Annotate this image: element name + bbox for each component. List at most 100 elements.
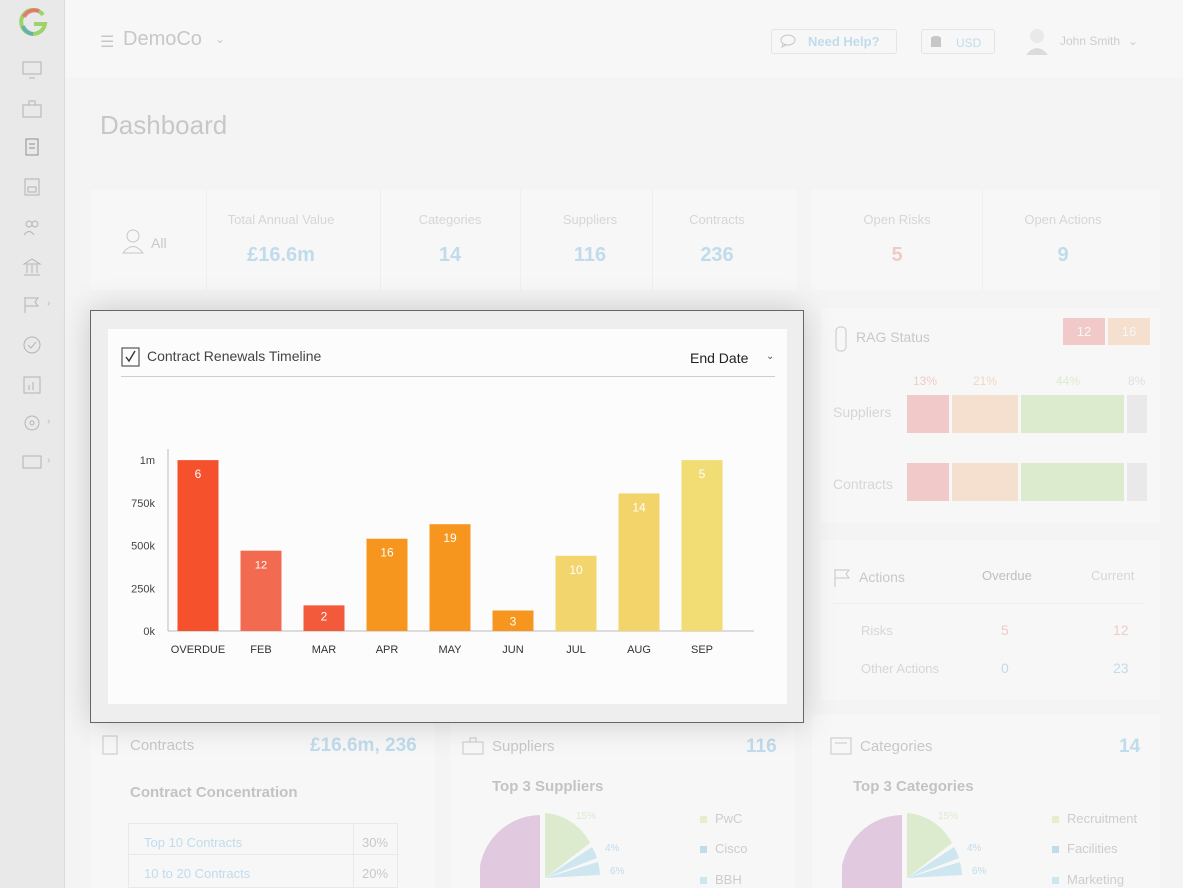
app-logo[interactable] [17,6,49,38]
legend-item: BBH [700,872,742,887]
stat-value[interactable]: £16.6m [247,244,315,266]
avatar[interactable] [1025,27,1049,55]
bank-icon[interactable] [22,258,42,276]
legend-item: Cisco [700,841,748,856]
legend-item: PwC [700,811,742,826]
actions-title: Actions [859,569,905,585]
stat-label: Total Annual Value [227,212,335,227]
y-tick-label: 1m [140,455,155,467]
filter-all[interactable]: All [151,235,167,251]
y-tick-label: 500k [131,541,155,553]
contracts-title: Contracts [130,737,195,754]
rag-badge-red[interactable]: 12 [1063,318,1105,345]
bar[interactable] [429,524,471,631]
tags-icon[interactable] [22,453,42,471]
stat-label: Open Actions [1024,212,1102,227]
company-selector[interactable]: DemoCo [123,28,202,50]
stat-value[interactable]: 116 [573,244,607,266]
settings-icon[interactable] [22,414,42,432]
stat-value[interactable]: 14 [438,244,462,266]
currency-button[interactable]: USD [921,29,995,54]
risks-card: Open Risks 5 Open Actions 9 [811,190,1160,290]
actions-overdue[interactable]: 0 [1001,660,1009,676]
stats-card: All Total Annual Value £16.6m Categories… [90,190,797,290]
bar[interactable] [240,550,282,631]
suppliers-subtitle: Top 3 Suppliers [492,778,604,795]
user-menu[interactable]: John Smith [1060,34,1121,48]
flag-icon [834,569,850,587]
monitor-icon[interactable] [22,61,42,79]
divider [353,824,354,888]
suppliers-value[interactable]: 116 [746,736,777,757]
bar[interactable] [366,538,408,631]
suppliers-pie[interactable] [480,813,620,888]
actions-current[interactable]: 23 [1113,660,1129,676]
chat-icon [780,34,796,48]
rag-bar-amber[interactable] [952,395,1018,433]
categories-card: Categories 14 Top 3 Categories 15% 4% 6%… [812,715,1160,888]
divider [121,376,775,377]
categories-pie[interactable] [842,813,982,888]
bar-data-label: 2 [321,609,328,623]
help-label: Need Help? [808,34,880,49]
sort-dropdown[interactable]: End Date [690,350,749,366]
bar[interactable] [492,610,534,631]
rag-bar-red[interactable] [907,463,949,501]
stat-value[interactable]: 236 [700,244,734,266]
divider [833,603,1145,604]
rag-pct: 21% [973,374,998,388]
suppliers-card: Suppliers 116 Top 3 Suppliers 15% 4% 6% … [450,715,795,888]
check-circle-icon[interactable] [22,336,42,354]
chart-icon[interactable] [22,376,42,394]
categories-value[interactable]: 14 [1119,736,1141,757]
bar[interactable] [303,605,345,631]
help-button[interactable]: Need Help? [771,29,897,54]
divider [206,190,207,290]
bar[interactable] [555,555,597,631]
table-row[interactable]: Top 10 Contracts [144,835,243,850]
document-icon [102,735,118,755]
rag-bar-amber[interactable] [952,463,1018,501]
stat-value[interactable]: 9 [1057,244,1069,266]
actions-overdue[interactable]: 5 [1001,622,1009,638]
rag-bar-grey[interactable] [1127,463,1147,501]
categories-subtitle: Top 3 Categories [853,778,974,795]
renewals-bar-chart: 0k 250k 500k 750k 1m 6 OVERDUE 12 FEB 2 MAR 16 APR 19… [131,449,754,656]
renewals-modal: Contract Renewals Timeline End Date ⌄ 0k… [90,310,804,723]
divider [982,190,983,290]
rag-bar-green[interactable] [1021,395,1124,433]
actions-current[interactable]: 12 [1113,622,1129,638]
rag-bar-red[interactable] [907,395,949,433]
chevron-right-icon: › [47,416,51,427]
rag-bar-grey[interactable] [1127,395,1147,433]
col-current: Current [1091,568,1135,583]
bar[interactable] [618,493,660,631]
document-icon[interactable] [22,138,42,156]
rag-pct: 13% [913,374,938,388]
contracts-value[interactable]: £16.6m, 236 [310,735,417,756]
flag-icon[interactable] [22,296,42,314]
rag-badge-amber[interactable]: 16 [1108,318,1150,345]
contracts-subtitle: Contract Concentration [130,784,298,801]
stat-label: Categories [418,212,482,227]
bar[interactable] [177,460,219,631]
bar[interactable] [681,460,723,631]
chevron-down-icon[interactable]: ⌄ [766,351,775,362]
chevron-right-icon: › [47,298,51,309]
report-icon[interactable] [22,178,42,196]
rag-pct: 8% [1128,374,1146,388]
rag-bar-green[interactable] [1021,463,1124,501]
stat-value[interactable]: 5 [891,244,903,266]
pie-label: 6% [972,866,987,877]
legend-item: Marketing [1052,872,1124,887]
stat-label: Open Risks [863,212,931,227]
users-icon[interactable] [22,218,42,236]
x-tick-label: MAR [312,644,337,656]
menu-icon[interactable]: ☰ [100,34,115,51]
table-row[interactable]: 10 to 20 Contracts [144,866,251,881]
bar-data-label: 14 [632,500,646,514]
briefcase-icon[interactable] [22,100,42,118]
x-tick-label: JUL [566,644,586,656]
pie-label: 15% [938,811,959,822]
divider [520,190,521,290]
